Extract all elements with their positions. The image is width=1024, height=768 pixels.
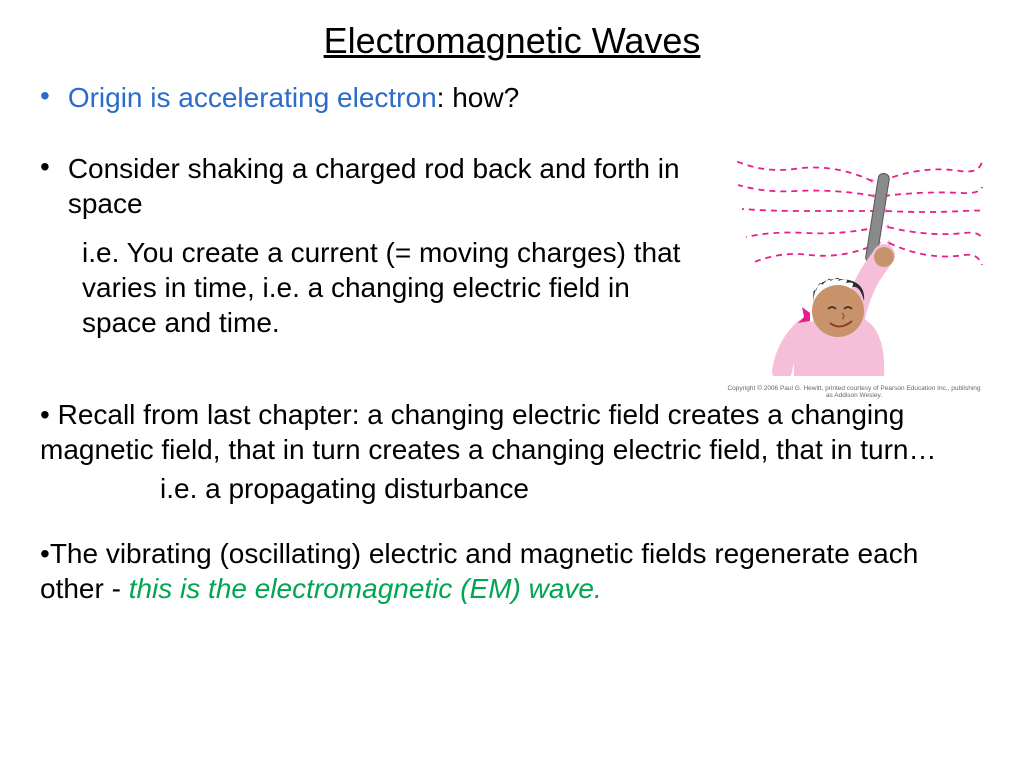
bullet-dot-4: • <box>40 538 50 569</box>
illustration-copyright: Copyright © 2006 Paul G. Hewitt, printed… <box>724 385 984 399</box>
bullet-1: • Origin is accelerating electron: how? <box>40 80 984 115</box>
field-line <box>752 243 879 263</box>
field-line <box>882 161 982 181</box>
plus-charge: + <box>885 222 890 232</box>
page-title: Electromagnetic Waves <box>40 20 984 62</box>
illustration: ++++++++++ <box>724 151 984 391</box>
bullet-4: •The vibrating (oscillating) electric an… <box>40 536 984 606</box>
field-line <box>886 211 982 213</box>
text-column: • Consider shaking a charged rod back an… <box>40 151 724 340</box>
head <box>812 285 864 337</box>
rod-wave-illustration-svg: ++++++++++ <box>724 151 984 376</box>
slide-container: Electromagnetic Waves • Origin is accele… <box>0 0 1024 768</box>
bullet-3-sub: i.e. a propagating disturbance <box>160 471 984 506</box>
field-line <box>888 227 982 239</box>
field-line <box>742 209 876 211</box>
bullet-1-blue: Origin is accelerating electron <box>68 82 437 113</box>
bullet-1-rest: : how? <box>437 82 520 113</box>
bullet-dot-2: • <box>40 153 50 181</box>
field-line <box>736 161 872 181</box>
field-line <box>738 185 874 196</box>
field-lines-group: ++++++++++ <box>736 161 982 265</box>
bullet-dot-1: • <box>40 82 50 110</box>
bullet-3-text: Recall from last chapter: a changing ele… <box>40 399 936 465</box>
bullet-dot-3: • <box>40 399 58 430</box>
field-line <box>889 243 982 265</box>
bullet-4-b-green: this is the electromagnetic (EM) wave. <box>129 573 602 604</box>
plus-charge: + <box>869 176 874 186</box>
field-line <box>884 187 982 196</box>
row-with-illustration: • Consider shaking a charged rod back an… <box>40 151 984 391</box>
bullet-2-sub: i.e. You create a current (= moving char… <box>82 235 712 340</box>
field-line <box>746 227 878 237</box>
bullet-2-text: Consider shaking a charged rod back and … <box>68 151 712 221</box>
bullet-3: • Recall from last chapter: a changing e… <box>40 397 984 467</box>
bullet-2: • Consider shaking a charged rod back an… <box>40 151 712 221</box>
hand <box>874 247 894 267</box>
bullet-1-text: Origin is accelerating electron: how? <box>68 80 519 115</box>
